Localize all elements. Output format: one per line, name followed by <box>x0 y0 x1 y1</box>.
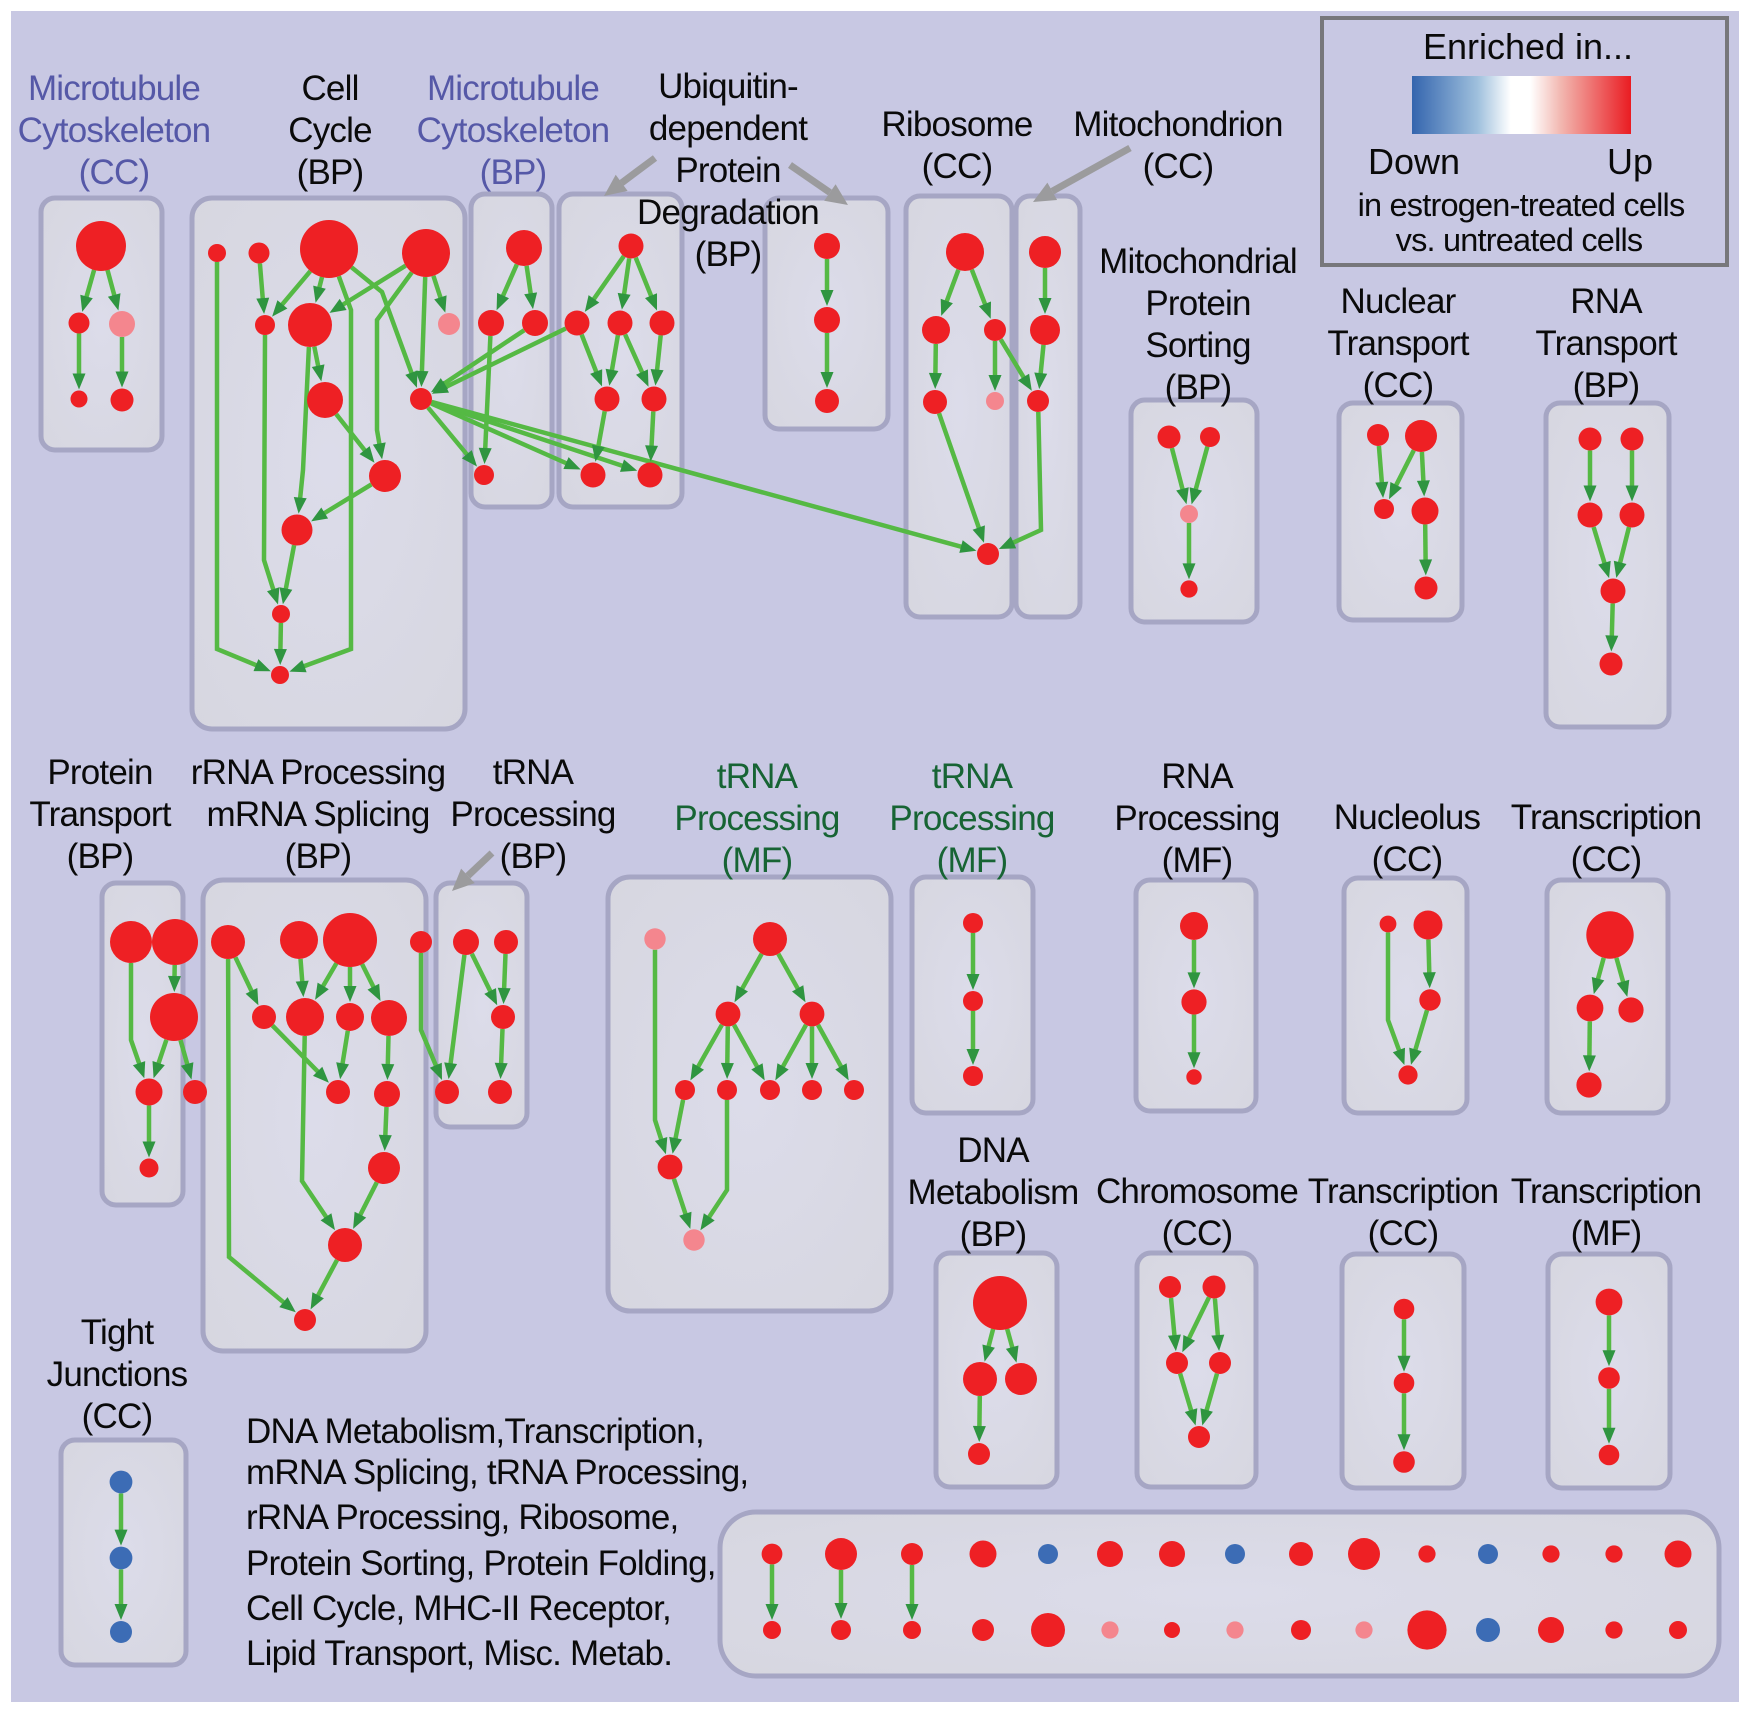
svg-text:(MF): (MF) <box>1162 841 1233 880</box>
svg-text:Sorting: Sorting <box>1145 326 1250 365</box>
svg-text:DNA: DNA <box>957 1131 1030 1170</box>
svg-text:(CC): (CC) <box>922 147 993 186</box>
svg-text:mRNA Splicing, tRNA Processing: mRNA Splicing, tRNA Processing, <box>246 1453 748 1492</box>
svg-text:Transcription: Transcription <box>1308 1172 1499 1211</box>
svg-text:(CC): (CC) <box>82 1397 153 1436</box>
svg-text:tRNA: tRNA <box>493 753 575 792</box>
svg-text:(CC): (CC) <box>1143 147 1214 186</box>
svg-text:(BP): (BP) <box>297 153 364 192</box>
svg-text:Protein: Protein <box>1145 284 1250 323</box>
svg-text:Transcription: Transcription <box>1511 798 1702 837</box>
svg-text:(BP): (BP) <box>500 837 567 876</box>
svg-text:Tight: Tight <box>81 1313 155 1352</box>
svg-text:(BP): (BP) <box>285 837 352 876</box>
svg-text:Transport: Transport <box>29 795 171 834</box>
svg-text:(BP): (BP) <box>1165 368 1232 407</box>
svg-text:Protein Sorting, Protein Foldi: Protein Sorting, Protein Folding, <box>246 1544 716 1583</box>
svg-text:Junctions: Junctions <box>47 1355 188 1394</box>
svg-text:Cell Cycle, MHC-II Receptor,: Cell Cycle, MHC-II Receptor, <box>246 1589 671 1628</box>
svg-text:Metabolism: Metabolism <box>908 1173 1079 1212</box>
svg-text:(CC): (CC) <box>79 153 150 192</box>
svg-text:in estrogen-treated cells: in estrogen-treated cells <box>1358 187 1685 223</box>
svg-text:Transport: Transport <box>1327 324 1469 363</box>
svg-text:Protein: Protein <box>675 151 780 190</box>
svg-text:Enriched in...: Enriched in... <box>1423 26 1633 67</box>
svg-text:tRNA: tRNA <box>717 757 799 796</box>
svg-text:(CC): (CC) <box>1372 840 1443 879</box>
svg-text:rRNA Processing: rRNA Processing <box>191 753 445 792</box>
svg-text:vs. untreated cells: vs. untreated cells <box>1396 222 1643 258</box>
svg-text:Nucleolus: Nucleolus <box>1334 798 1481 837</box>
svg-text:(BP): (BP) <box>695 235 762 274</box>
svg-text:Transcription: Transcription <box>1511 1172 1702 1211</box>
svg-text:(CC): (CC) <box>1162 1214 1233 1253</box>
svg-text:Up: Up <box>1607 141 1653 182</box>
svg-text:(MF): (MF) <box>937 841 1008 880</box>
svg-text:Microtubule: Microtubule <box>427 69 599 108</box>
svg-text:RNA: RNA <box>1161 757 1234 796</box>
svg-text:Transport: Transport <box>1535 324 1677 363</box>
svg-text:RNA: RNA <box>1570 282 1643 321</box>
svg-text:rRNA Processing, Ribosome,: rRNA Processing, Ribosome, <box>246 1498 678 1537</box>
svg-text:Processing: Processing <box>889 799 1054 838</box>
svg-text:dependent: dependent <box>649 109 808 148</box>
svg-text:(CC): (CC) <box>1363 366 1434 405</box>
svg-text:Mitochondrion: Mitochondrion <box>1073 105 1282 144</box>
svg-text:(BP): (BP) <box>67 837 134 876</box>
svg-text:(MF): (MF) <box>1571 1214 1642 1253</box>
svg-text:Cycle: Cycle <box>288 111 372 150</box>
svg-text:(BP): (BP) <box>1573 366 1640 405</box>
svg-text:Processing: Processing <box>450 795 615 834</box>
svg-text:Chromosome: Chromosome <box>1096 1172 1298 1211</box>
svg-text:Microtubule: Microtubule <box>28 69 200 108</box>
svg-text:(CC): (CC) <box>1571 840 1642 879</box>
svg-text:Protein: Protein <box>47 753 152 792</box>
svg-text:Ubiquitin-: Ubiquitin- <box>658 67 798 106</box>
svg-text:tRNA: tRNA <box>932 757 1014 796</box>
svg-text:(BP): (BP) <box>960 1215 1027 1254</box>
svg-text:Nuclear: Nuclear <box>1340 282 1456 321</box>
svg-text:Down: Down <box>1368 141 1460 182</box>
svg-text:Cytoskeleton: Cytoskeleton <box>417 111 610 150</box>
svg-text:Cytoskeleton: Cytoskeleton <box>18 111 211 150</box>
svg-text:Processing: Processing <box>674 799 839 838</box>
svg-text:Cell: Cell <box>301 69 358 108</box>
svg-text:Processing: Processing <box>1114 799 1279 838</box>
svg-text:(BP): (BP) <box>480 153 547 192</box>
svg-text:Degradation: Degradation <box>637 193 819 232</box>
svg-text:Ribosome: Ribosome <box>881 105 1032 144</box>
svg-text:Lipid Transport, Misc. Metab.: Lipid Transport, Misc. Metab. <box>246 1634 672 1673</box>
svg-text:(CC): (CC) <box>1368 1214 1439 1253</box>
svg-text:Mitochondrial: Mitochondrial <box>1099 242 1297 281</box>
svg-text:DNA Metabolism,Transcription,: DNA Metabolism,Transcription, <box>246 1412 704 1451</box>
svg-text:(MF): (MF) <box>722 841 793 880</box>
svg-text:mRNA Splicing: mRNA Splicing <box>206 795 429 834</box>
